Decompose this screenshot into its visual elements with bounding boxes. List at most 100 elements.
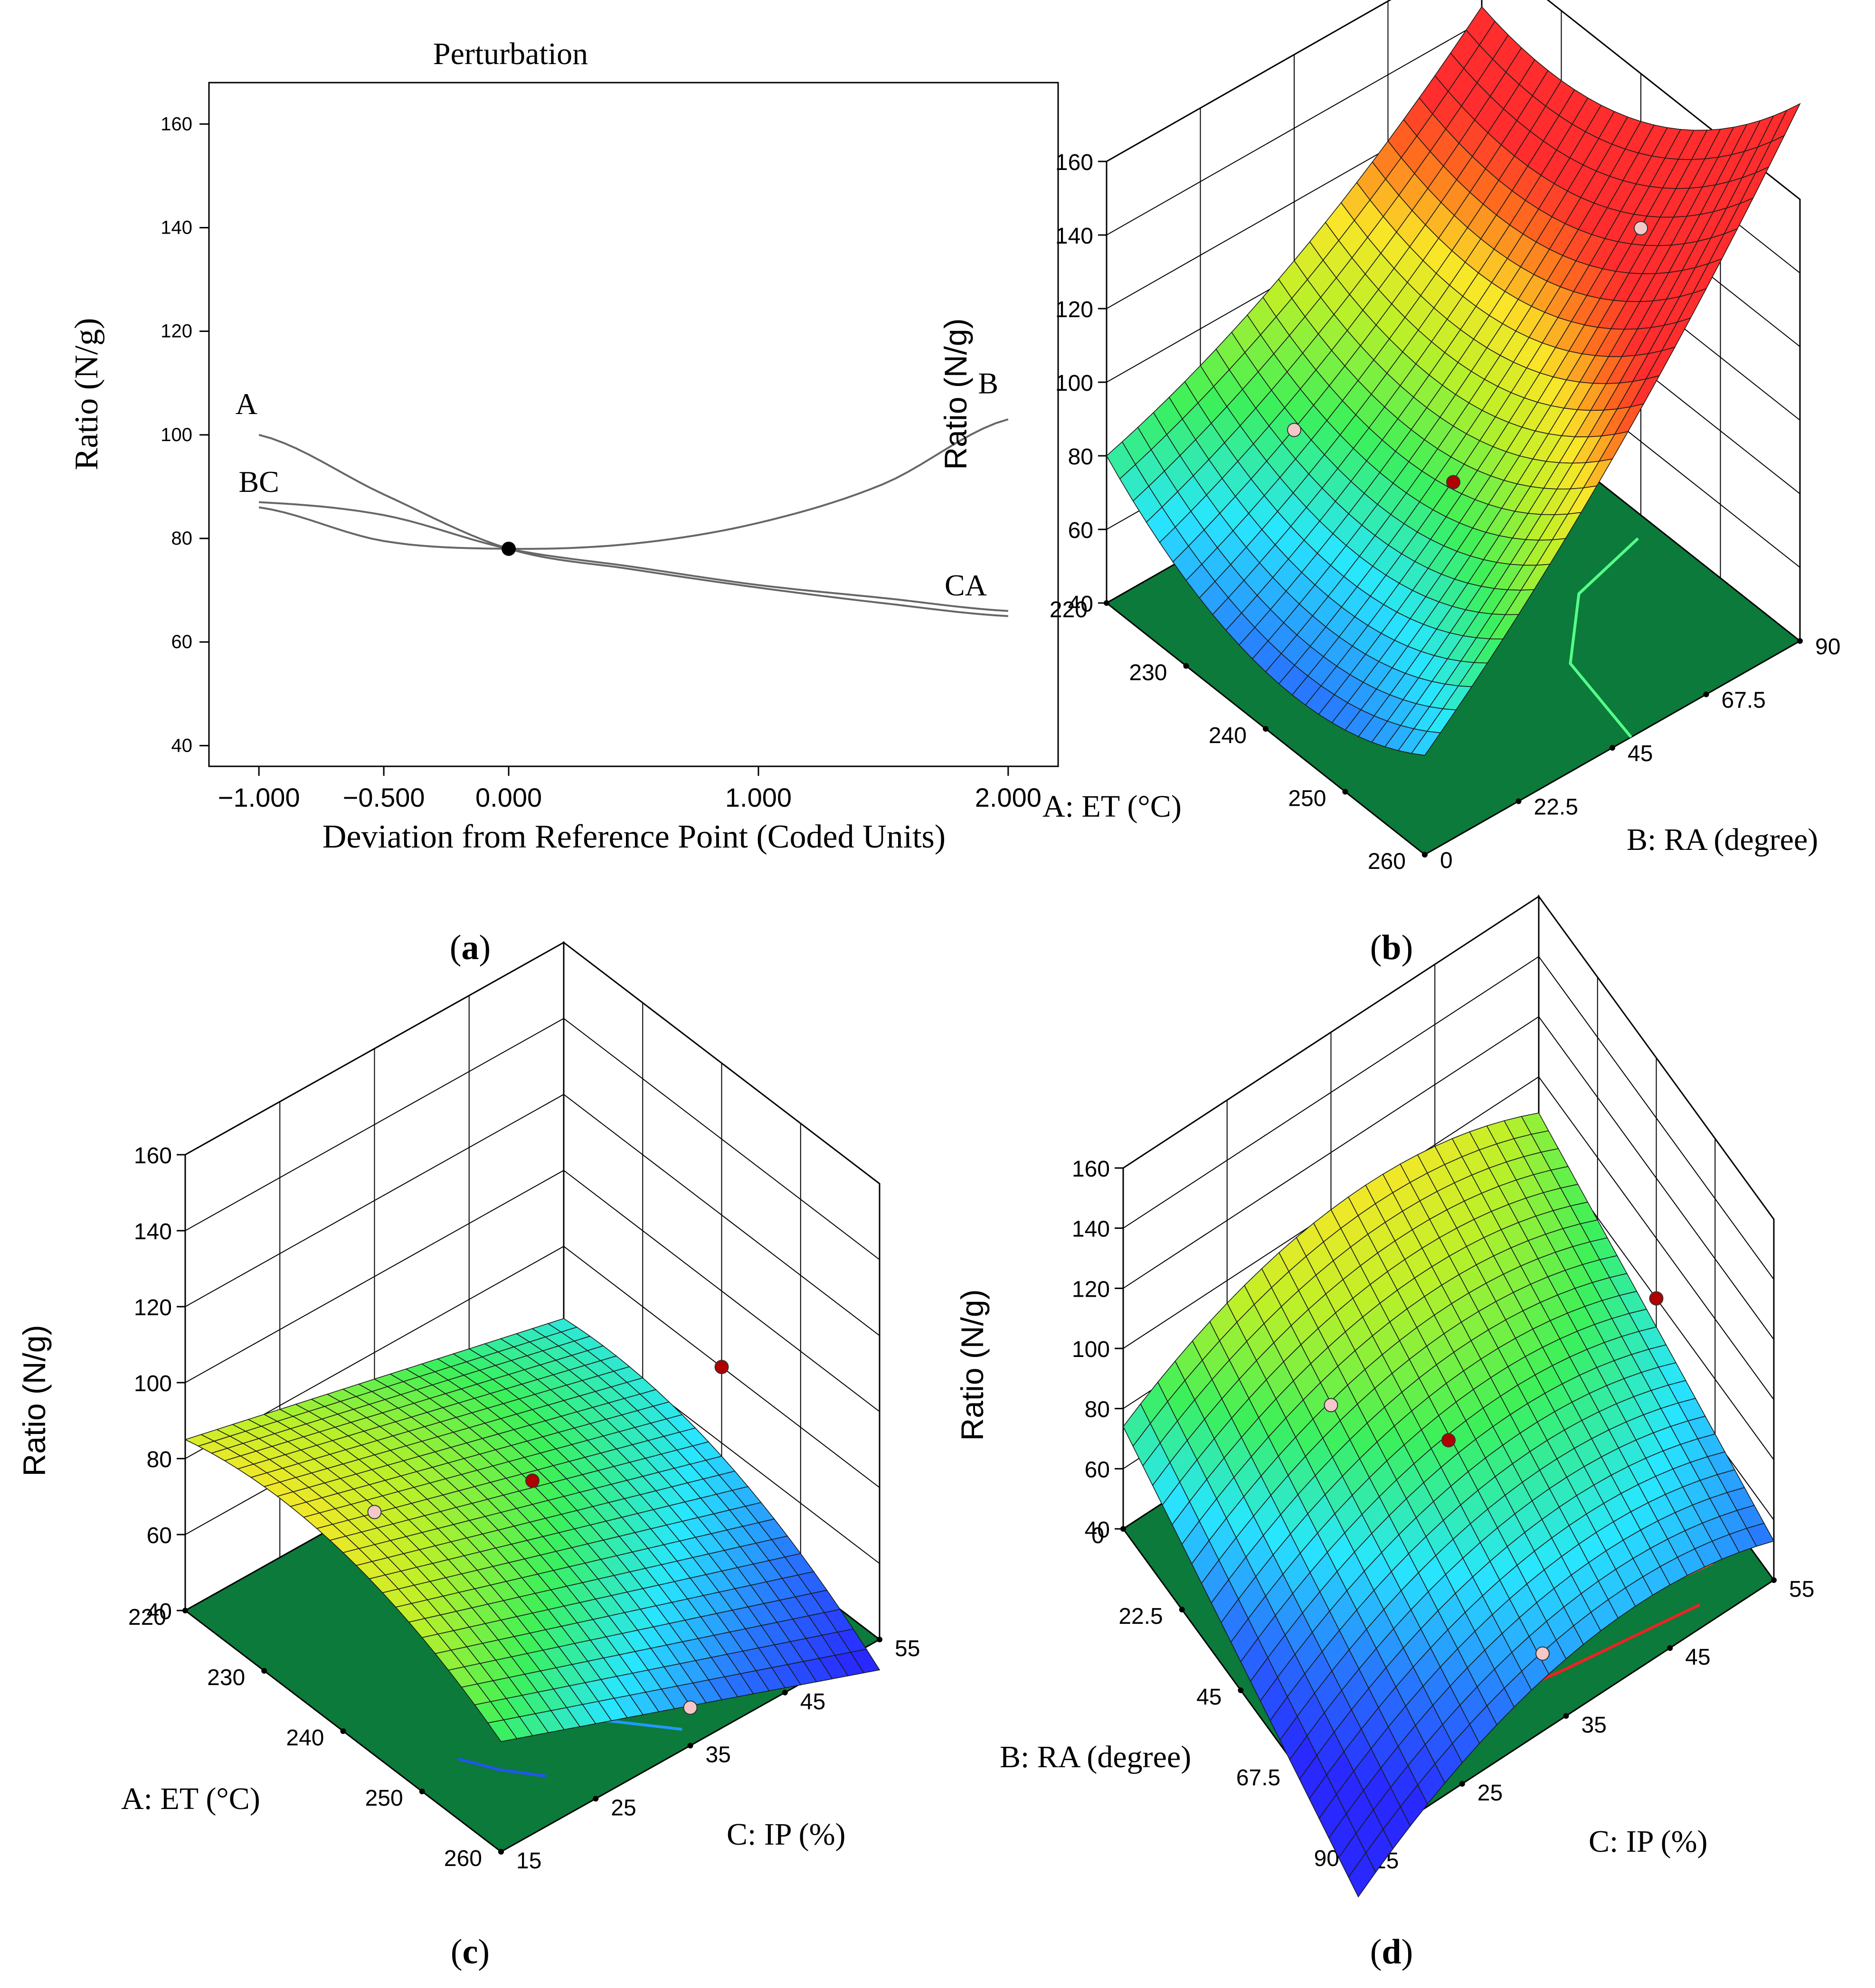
contour-line	[457, 1757, 547, 1778]
design-points	[1324, 1291, 1664, 1661]
x-tick-label: 0	[1091, 1523, 1104, 1548]
design-point	[1287, 423, 1301, 437]
x-tick-mark	[1104, 600, 1109, 606]
x-tick-label: 22.5	[1118, 1604, 1163, 1629]
y-tick-label: 140	[161, 217, 192, 238]
y-tick-label: 120	[161, 321, 192, 342]
y-tick-label: 55	[895, 1636, 920, 1661]
x-tick-label: −0.500	[343, 782, 425, 812]
panel-b-surface-et-ra: 40 60 80 100 120 140 160 Ratio (N/g) 220 230 240 25…	[938, 0, 1840, 874]
series-line-C	[259, 501, 1008, 612]
y-tick-mark	[877, 1637, 882, 1642]
y-tick-mark	[1797, 638, 1803, 644]
z-gridline	[185, 942, 880, 1184]
x-tick-mark	[1120, 1526, 1126, 1532]
z-axis-label: Ratio (N/g)	[938, 318, 973, 470]
contour-line	[1569, 537, 1639, 738]
design-points	[367, 1360, 729, 1715]
z-tick-label: 100	[1072, 1337, 1110, 1362]
z-gridline	[1123, 1076, 1774, 1400]
x-tick-mark	[1342, 789, 1348, 795]
y-tick-mark	[1459, 1781, 1465, 1787]
surface-cell	[487, 1719, 518, 1742]
y-tick-label: 25	[1477, 1781, 1503, 1806]
z-tick-label: 160	[1072, 1157, 1110, 1182]
y-tick-mark	[498, 1849, 504, 1855]
z-tick-label: 60	[1068, 518, 1093, 543]
x-axis-ticks: 220 230 240 250 260 A: ET (°C)	[1042, 597, 1428, 874]
y-tick-label: 45	[1685, 1645, 1710, 1670]
x-tick-label: 230	[207, 1665, 245, 1690]
design-point	[683, 1700, 698, 1715]
y-tick-mark	[1610, 745, 1615, 751]
y-tick-mark	[1771, 1577, 1777, 1583]
design-point	[1634, 221, 1648, 236]
z-tick-label: 40	[1085, 1517, 1110, 1543]
z-tick-label: 160	[134, 1143, 172, 1168]
x-tick-label: 260	[1368, 849, 1406, 874]
x-tick-mark	[182, 1608, 188, 1613]
design-point	[1441, 1433, 1456, 1448]
y-tick-label: 40	[171, 735, 193, 756]
x-tick-mark	[1238, 1687, 1244, 1693]
x-axis-label: A: ET (°C)	[1042, 789, 1182, 824]
y-tick-label: 35	[706, 1743, 731, 1768]
x-tick-label: 250	[365, 1786, 403, 1811]
y-tick-label: 45	[1628, 741, 1653, 766]
z-tick-label: 120	[134, 1295, 172, 1320]
design-point	[1446, 475, 1460, 490]
x-tick-label: 240	[1209, 723, 1247, 748]
curve-label-CA: CA	[945, 568, 987, 602]
series-line-B	[258, 418, 1009, 550]
y-tick-label: 0	[1440, 848, 1453, 873]
surface-cell	[1348, 1852, 1376, 1898]
z-tick-label: 140	[134, 1219, 172, 1244]
y-tick-label: 22.5	[1534, 795, 1578, 820]
z-axis-label: Ratio (N/g)	[955, 1289, 990, 1441]
z-tick-label: 60	[1085, 1457, 1110, 1482]
z-tick-label: 80	[147, 1447, 172, 1472]
series-lines	[258, 418, 1009, 617]
z-tick-label: 120	[1072, 1277, 1110, 1302]
y-tick-mark	[1703, 691, 1709, 697]
x-axis-label: B: RA (degree)	[1000, 1740, 1191, 1774]
z-axis-ticks: 40 60 80 100 120 140 160 Ratio (N/g)	[955, 1157, 1123, 1543]
z-axis-label: Ratio (N/g)	[17, 1325, 52, 1476]
z-tick-label: 160	[1055, 150, 1093, 175]
x-tick-mark	[261, 1668, 267, 1674]
x-tick-label: 220	[1050, 597, 1088, 622]
x-axis-label: A: ET (°C)	[121, 1781, 260, 1816]
panel-a-perturbation-chart: Perturbation Ratio (N/g) Deviation from …	[68, 37, 1059, 855]
x-tick-mark	[1263, 726, 1269, 732]
y-tick-label: 67.5	[1722, 688, 1766, 713]
z-tick-label: 40	[147, 1599, 172, 1624]
z-axis-ticks: 40 60 80 100 120 140 160 Ratio (N/g)	[17, 1143, 185, 1624]
x-ticks: −1.000 −0.500 0.000 1.000 2.000	[218, 766, 1042, 812]
y-axis-label: B: RA (degree)	[1627, 822, 1818, 857]
curve-label-BC: BC	[238, 465, 279, 499]
z-tick-label: 100	[134, 1371, 172, 1396]
y-tick-mark	[593, 1796, 599, 1802]
z-gridline	[1106, 0, 1800, 200]
design-point	[1535, 1646, 1550, 1661]
x-tick-mark	[1179, 1607, 1185, 1612]
y-tick-label: 35	[1581, 1713, 1607, 1738]
x-tick-mark	[340, 1728, 346, 1734]
response-surface	[184, 1318, 881, 1742]
x-tick-label: 1.000	[725, 782, 792, 812]
z-tick-label: 120	[1055, 297, 1093, 322]
curve-label-B: B	[978, 367, 998, 400]
caption-a: (a)	[450, 928, 491, 967]
z-gridline	[185, 1169, 880, 1412]
z-gridline	[1123, 895, 1774, 1220]
y-tick-mark	[1515, 798, 1522, 804]
y-tick-label: 15	[516, 1848, 541, 1874]
design-point	[1649, 1291, 1664, 1306]
x-tick-label: 250	[1288, 786, 1326, 811]
z-gridline	[1123, 1016, 1774, 1340]
x-tick-label: 260	[444, 1846, 482, 1871]
y-tick-label: 90	[1815, 634, 1840, 660]
